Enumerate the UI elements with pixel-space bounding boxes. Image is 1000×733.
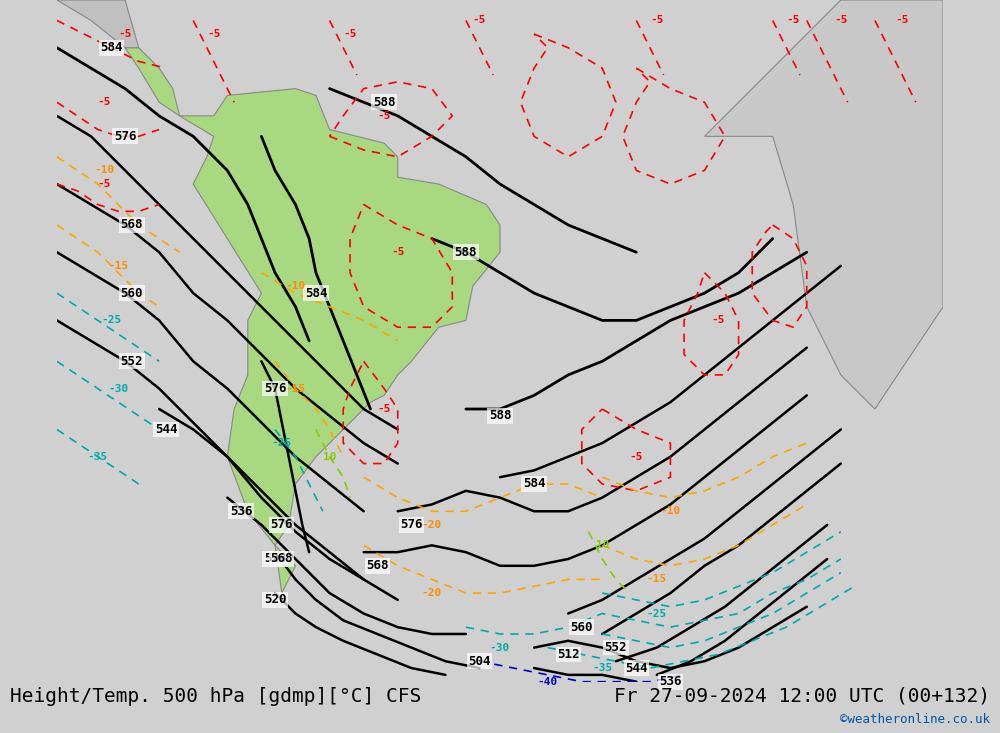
Text: 512: 512 [557, 648, 579, 661]
Text: -15: -15 [647, 575, 667, 584]
Text: 552: 552 [605, 641, 627, 654]
Text: -5: -5 [650, 15, 664, 26]
Text: -20: -20 [422, 520, 442, 530]
Text: -25: -25 [101, 315, 122, 325]
Text: -5: -5 [207, 29, 220, 39]
Text: 568: 568 [121, 218, 143, 232]
Text: -15: -15 [285, 383, 306, 394]
Text: 544: 544 [155, 423, 177, 436]
Text: 10: 10 [323, 452, 336, 462]
Text: -10: -10 [285, 281, 306, 291]
Text: -5: -5 [118, 29, 132, 39]
Text: -35: -35 [592, 663, 612, 673]
Text: -5: -5 [377, 404, 391, 414]
Text: 528: 528 [264, 553, 286, 565]
Text: 588: 588 [455, 246, 477, 259]
Text: -25: -25 [647, 608, 667, 619]
Text: -10: -10 [660, 507, 681, 516]
Text: -5: -5 [895, 15, 909, 26]
Text: -5: -5 [391, 247, 404, 257]
Text: -5: -5 [377, 111, 391, 121]
Text: 544: 544 [625, 662, 648, 674]
Text: -5: -5 [630, 452, 643, 462]
Text: Height/Temp. 500 hPa [gdmp][°C] CFS: Height/Temp. 500 hPa [gdmp][°C] CFS [10, 687, 421, 706]
Text: -5: -5 [343, 29, 357, 39]
Text: -15: -15 [108, 261, 128, 271]
Polygon shape [180, 89, 500, 593]
Text: -5: -5 [98, 97, 111, 107]
Text: 568: 568 [366, 559, 389, 572]
Text: 576: 576 [264, 382, 286, 395]
Polygon shape [125, 48, 180, 116]
Text: ©weatheronline.co.uk: ©weatheronline.co.uk [840, 712, 990, 726]
Text: -5: -5 [834, 15, 848, 26]
Text: 552: 552 [121, 355, 143, 368]
Text: -20: -20 [422, 588, 442, 598]
Text: 10: 10 [596, 540, 609, 550]
Text: 568: 568 [271, 553, 293, 565]
Text: -40: -40 [538, 677, 558, 687]
Text: 588: 588 [373, 96, 395, 108]
Polygon shape [705, 0, 943, 409]
Text: -5: -5 [98, 179, 111, 189]
Text: -5: -5 [473, 15, 486, 26]
Text: -30: -30 [490, 643, 510, 652]
Text: 588: 588 [489, 409, 511, 422]
Text: -10: -10 [94, 166, 115, 175]
Text: 584: 584 [305, 287, 327, 300]
Text: 536: 536 [230, 505, 252, 517]
Text: -30: -30 [108, 383, 128, 394]
Text: 536: 536 [659, 675, 682, 688]
Text: 584: 584 [100, 41, 123, 54]
Text: -5: -5 [711, 315, 725, 325]
Text: -5: -5 [786, 15, 800, 26]
Text: 560: 560 [571, 621, 593, 633]
Text: 584: 584 [523, 477, 545, 490]
Text: 576: 576 [400, 518, 423, 531]
Text: 576: 576 [271, 518, 293, 531]
Text: 520: 520 [264, 594, 286, 606]
Text: 560: 560 [121, 287, 143, 300]
Polygon shape [57, 0, 139, 48]
Text: 504: 504 [468, 655, 491, 668]
Text: Fr 27-09-2024 12:00 UTC (00+132): Fr 27-09-2024 12:00 UTC (00+132) [614, 687, 990, 706]
Text: -25: -25 [272, 438, 292, 448]
Text: 576: 576 [114, 130, 136, 143]
Text: -35: -35 [88, 452, 108, 462]
